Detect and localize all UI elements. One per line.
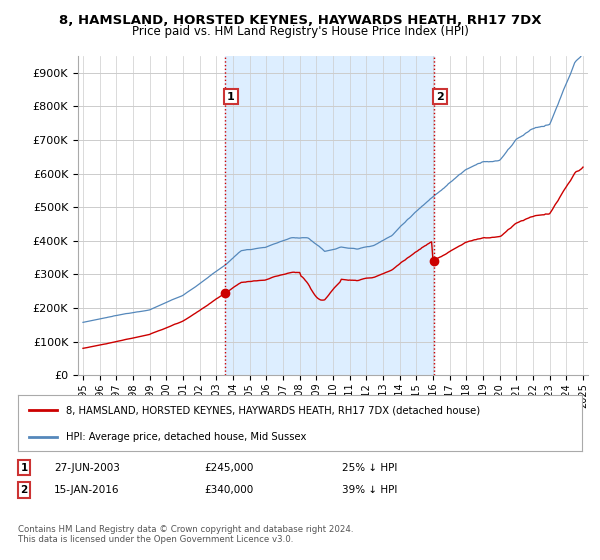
Text: 39% ↓ HPI: 39% ↓ HPI — [342, 485, 397, 495]
Text: 25% ↓ HPI: 25% ↓ HPI — [342, 463, 397, 473]
Text: Contains HM Land Registry data © Crown copyright and database right 2024.
This d: Contains HM Land Registry data © Crown c… — [18, 525, 353, 544]
Text: 1: 1 — [227, 92, 235, 102]
Text: 2: 2 — [436, 92, 444, 102]
Text: 1: 1 — [20, 463, 28, 473]
Text: 2: 2 — [20, 485, 28, 495]
Text: HPI: Average price, detached house, Mid Sussex: HPI: Average price, detached house, Mid … — [66, 432, 307, 442]
Text: 8, HAMSLAND, HORSTED KEYNES, HAYWARDS HEATH, RH17 7DX (detached house): 8, HAMSLAND, HORSTED KEYNES, HAYWARDS HE… — [66, 405, 480, 416]
Text: 8, HAMSLAND, HORSTED KEYNES, HAYWARDS HEATH, RH17 7DX: 8, HAMSLAND, HORSTED KEYNES, HAYWARDS HE… — [59, 14, 541, 27]
Text: £245,000: £245,000 — [204, 463, 253, 473]
Text: 27-JUN-2003: 27-JUN-2003 — [54, 463, 120, 473]
Bar — [224, 56, 434, 375]
Text: Price paid vs. HM Land Registry's House Price Index (HPI): Price paid vs. HM Land Registry's House … — [131, 25, 469, 38]
Text: 15-JAN-2016: 15-JAN-2016 — [54, 485, 119, 495]
Text: £340,000: £340,000 — [204, 485, 253, 495]
